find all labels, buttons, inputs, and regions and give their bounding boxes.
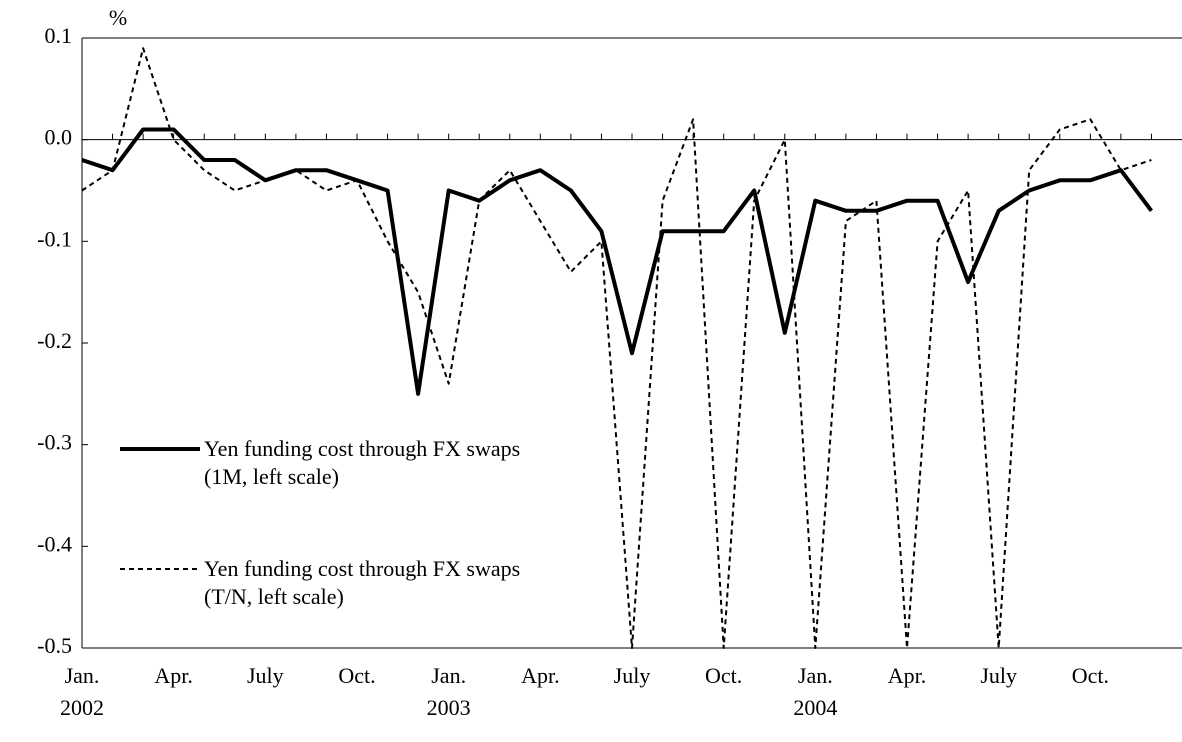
y-tick-label: -0.1: [37, 226, 72, 251]
y-tick-label: -0.2: [37, 328, 72, 353]
x-tick-label: July: [980, 663, 1017, 688]
series-line: [81, 127, 1153, 396]
y-tick-label: -0.4: [37, 531, 72, 556]
x-tick-label: July: [247, 663, 284, 688]
series-line: [81, 47, 1152, 649]
legend-label: Yen funding cost through FX swaps (1M, l…: [204, 436, 521, 489]
y-tick-label: -0.3: [37, 430, 72, 455]
legend-entry: Yen funding cost through FX swaps (T/N, …: [120, 555, 564, 611]
legend-swatch: [120, 447, 200, 451]
x-tick-label: Jan.: [798, 663, 833, 688]
year-label: 2004: [793, 695, 837, 720]
y-unit: %: [109, 5, 127, 30]
x-tick-label: Apr.: [888, 663, 927, 688]
x-tick-label: Oct.: [1072, 663, 1109, 688]
legend-swatch: [120, 568, 200, 570]
x-tick-label: Jan.: [431, 663, 466, 688]
x-tick-label: Oct.: [338, 663, 375, 688]
y-tick-label: 0.0: [45, 125, 73, 150]
year-label: 2002: [60, 695, 104, 720]
x-tick-label: Jan.: [65, 663, 100, 688]
y-tick-label: -0.5: [37, 633, 72, 658]
x-tick-label: Apr.: [154, 663, 193, 688]
legend-label: Yen funding cost through FX swaps (T/N, …: [204, 556, 521, 609]
x-tick-label: Oct.: [705, 663, 742, 688]
legend-entry: Yen funding cost through FX swaps (1M, l…: [120, 435, 564, 491]
legend: Yen funding cost through FX swaps (1M, l…: [120, 435, 564, 675]
x-tick-label: July: [614, 663, 651, 688]
y-tick-label: 0.1: [45, 23, 73, 48]
year-label: 2003: [427, 695, 471, 720]
x-tick-label: Apr.: [521, 663, 560, 688]
